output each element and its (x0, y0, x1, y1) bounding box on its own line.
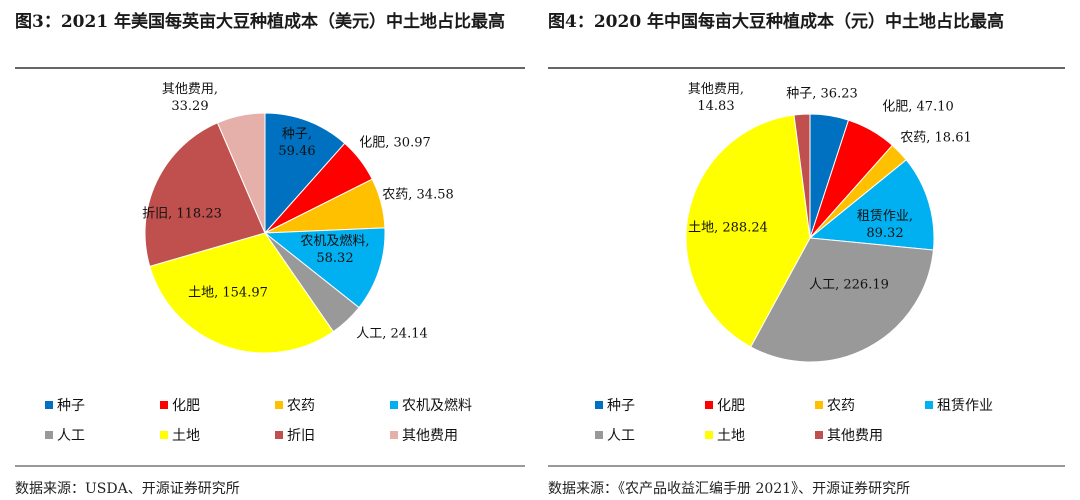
legend-swatch (925, 401, 933, 409)
data-label: 土地, 154.97 (188, 285, 268, 301)
legend-label: 折旧 (287, 428, 315, 444)
source-note: 数据来源：USDA、开源证券研究所 (15, 481, 240, 497)
legend-label: 人工 (57, 428, 85, 444)
legend-label: 化肥 (172, 398, 200, 414)
legend-swatch (45, 401, 53, 409)
legend-swatch (160, 431, 168, 439)
pie-slice (793, 113, 811, 239)
chart-title: 图3：2021 年美国每英亩大豆种植成本（美元）中土地占比最高 (15, 12, 506, 32)
data-label: 化肥, 47.10 (882, 99, 954, 115)
chart-title: 图4：2020 年中国每亩大豆种植成本（元）中土地占比最高 (548, 12, 1005, 32)
legend-swatch (815, 431, 823, 439)
pie-slice (750, 237, 934, 363)
data-label: 租赁作业, 89.32 (856, 209, 914, 241)
data-label: 化肥, 30.97 (359, 135, 431, 151)
pie-slice (216, 112, 266, 234)
data-label: 农机及燃料, 58.32 (300, 234, 370, 266)
legend-label: 土地 (717, 428, 745, 444)
legend-label: 其他费用 (402, 428, 458, 444)
legend-swatch (275, 401, 283, 409)
legend-swatch (815, 401, 823, 409)
data-label: 农药, 34.58 (382, 187, 454, 203)
legend-swatch (705, 401, 713, 409)
legend-label: 农药 (287, 398, 315, 414)
data-label: 种子, 36.23 (786, 86, 858, 102)
legend-swatch (390, 431, 398, 439)
pie-slice (685, 114, 811, 348)
legend-swatch (275, 431, 283, 439)
data-label: 其他费用, 14.83 (687, 82, 745, 114)
legend-label: 化肥 (717, 398, 745, 414)
source-note: 数据来源：《农产品收益汇编手册 2021》、开源证券研究所 (548, 481, 911, 497)
legend-swatch (705, 431, 713, 439)
legend-swatch (45, 431, 53, 439)
pie-slice (263, 227, 386, 309)
data-label: 人工, 226.19 (809, 277, 889, 293)
legend-label: 其他费用 (827, 428, 883, 444)
pie-slice (144, 122, 266, 267)
pie-slice (264, 112, 346, 235)
legend-swatch (160, 401, 168, 409)
data-label: 其他费用, 33.29 (161, 82, 219, 114)
legend-swatch (390, 401, 398, 409)
legend-swatch (595, 401, 603, 409)
pie-slice (808, 159, 935, 251)
legend-label: 土地 (172, 428, 200, 444)
legend-label: 租赁作业 (937, 398, 993, 414)
legend-label: 人工 (607, 428, 635, 444)
data-label: 人工, 24.14 (356, 326, 428, 342)
data-label: 种子, 59.46 (278, 127, 316, 159)
legend-label: 种子 (57, 398, 85, 414)
pie-slice (149, 232, 334, 354)
legend-label: 农药 (827, 398, 855, 414)
legend-swatch (595, 431, 603, 439)
data-label: 土地, 288.24 (688, 220, 768, 236)
data-label: 折旧, 118.23 (142, 206, 222, 222)
legend-label: 农机及燃料 (402, 398, 472, 414)
data-label: 农药, 18.61 (900, 130, 972, 146)
legend-label: 种子 (607, 398, 635, 414)
